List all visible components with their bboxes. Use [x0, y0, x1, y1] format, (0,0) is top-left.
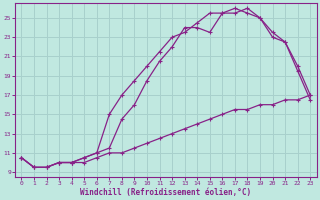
X-axis label: Windchill (Refroidissement éolien,°C): Windchill (Refroidissement éolien,°C)	[80, 188, 252, 197]
